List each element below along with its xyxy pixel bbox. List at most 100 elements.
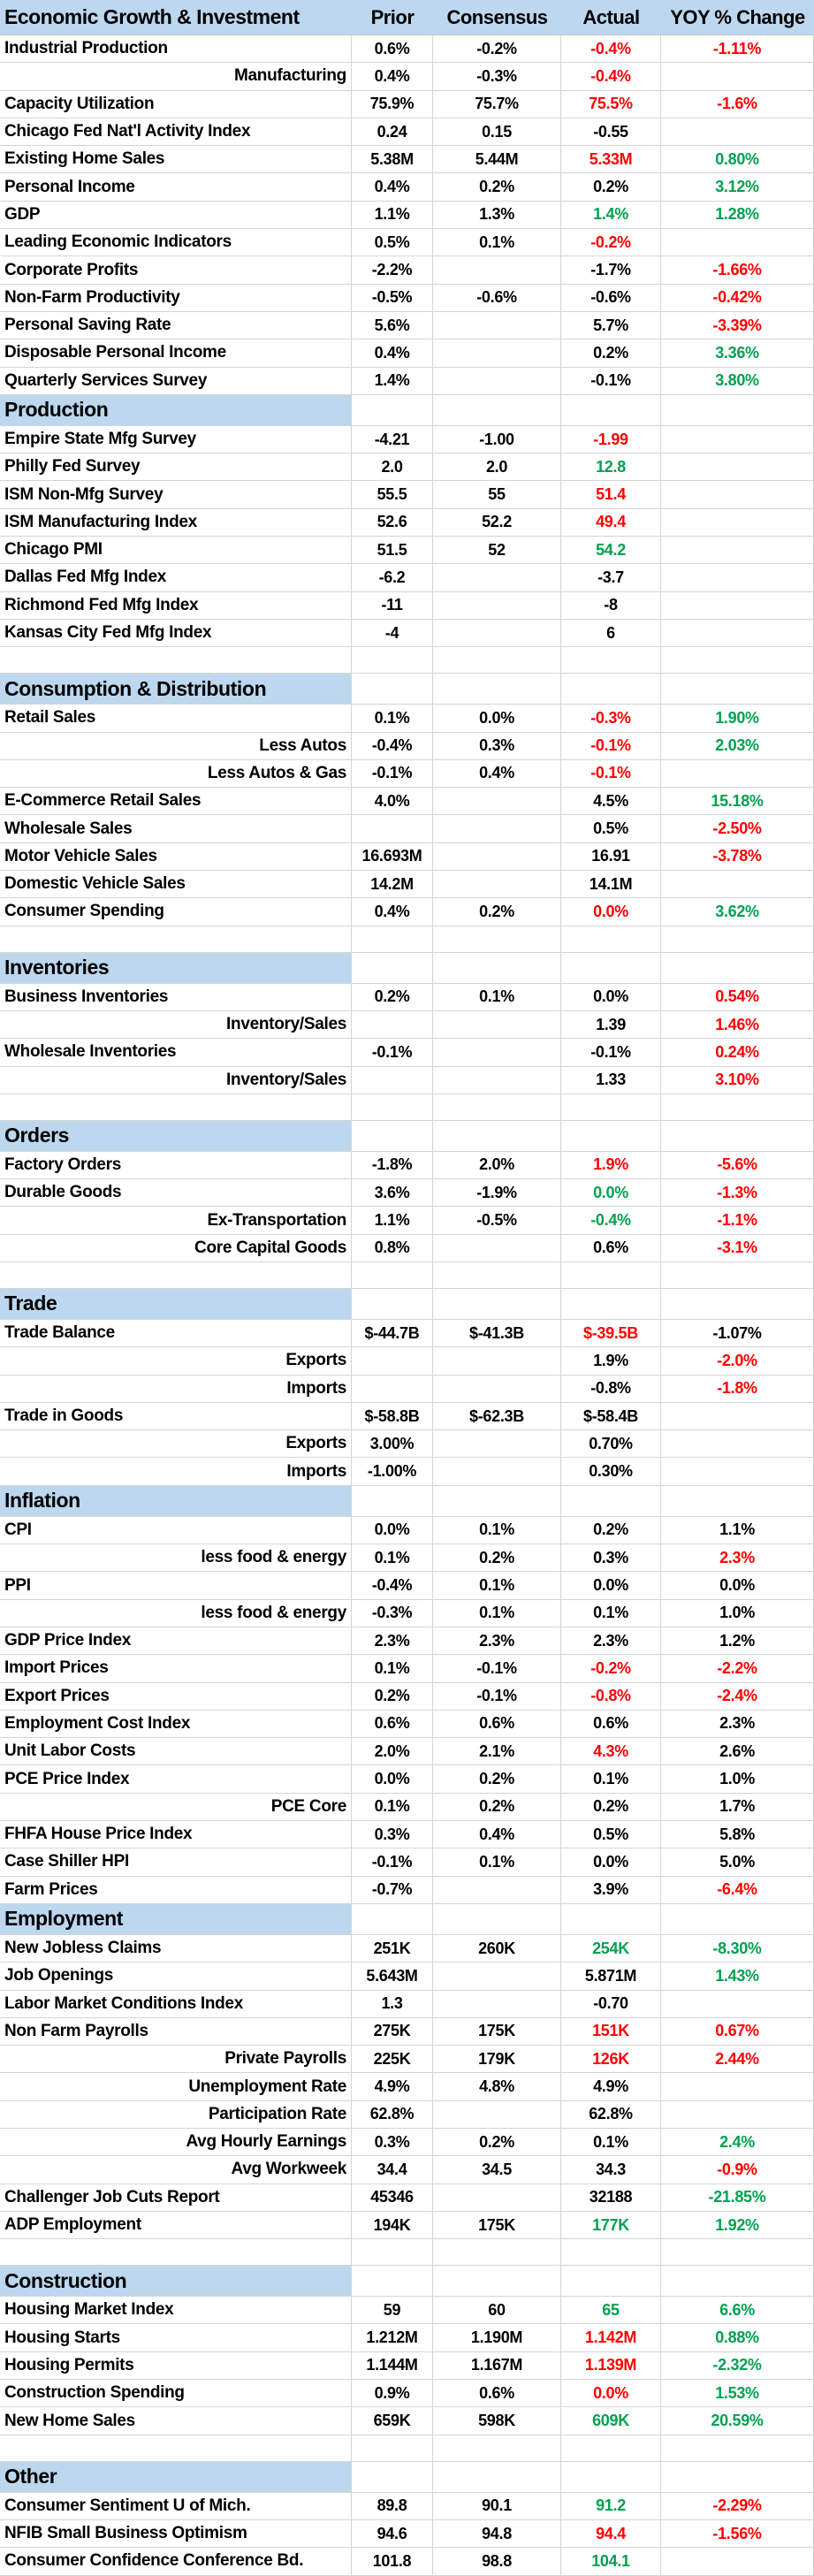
section-header-row: Employment (0, 1903, 814, 1935)
spacer-row (0, 926, 814, 953)
empty-cell (561, 1120, 661, 1151)
prior-value: 89.8 (352, 2492, 433, 2519)
table-row: Exports 1.9% -2.0% (0, 1347, 814, 1376)
row-label: Inventory/Sales (0, 1010, 352, 1039)
row-label: Empire State Mfg Survey (0, 425, 352, 453)
table-row: Consumer Spending 0.4% 0.2% 0.0% 3.62% (0, 898, 814, 926)
table-row: Inventory/Sales 1.39 1.46% (0, 1010, 814, 1040)
yoy-value (661, 871, 814, 898)
actual-value: 0.2% (561, 173, 661, 201)
actual-value: 4.3% (561, 1738, 661, 1765)
row-label: CPI (0, 1516, 352, 1544)
prior-value: -0.1% (352, 1039, 433, 1066)
prior-value: 0.1% (352, 705, 433, 732)
table-row: Richmond Fed Mfg Index -11 -8 (0, 591, 814, 620)
row-label: Wholesale Inventories (0, 1039, 352, 1066)
spacer-row (0, 647, 814, 674)
row-label: Labor Market Conditions Index (0, 1990, 352, 2017)
empty-cell (561, 1485, 661, 1516)
consensus-value: 55 (433, 481, 561, 508)
empty-cell (661, 647, 814, 674)
actual-value: 0.1% (561, 1765, 661, 1793)
empty-cell (661, 1485, 814, 1516)
section-header-row: Consumption & Distribution (0, 674, 814, 705)
consensus-value: -0.1% (433, 1655, 561, 1682)
empty-cell (433, 674, 561, 705)
actual-value: 177K (561, 2211, 661, 2239)
prior-value (352, 815, 433, 842)
empty-cell (561, 1288, 661, 1319)
row-label: Challenger Job Cuts Report (0, 2184, 352, 2211)
table-row: Export Prices 0.2% -0.1% -0.8% -2.4% (0, 1682, 814, 1711)
consensus-value: $-41.3B (433, 1319, 561, 1347)
consensus-value: 52 (433, 537, 561, 564)
yoy-value: -1.07% (661, 1319, 814, 1347)
section-header-row: Construction (0, 2266, 814, 2298)
prior-value: 0.5% (352, 229, 433, 256)
prior-value: -2.2% (352, 256, 433, 284)
empty-cell (561, 647, 661, 674)
actual-value: 12.8 (561, 453, 661, 481)
prior-value: -0.1% (352, 1848, 433, 1876)
empty-cell (352, 2266, 433, 2297)
prior-value: 59 (352, 2297, 433, 2324)
row-label: Wholesale Sales (0, 815, 352, 842)
empty-cell (433, 952, 561, 983)
consensus-value: 34.5 (433, 2156, 561, 2184)
row-label: Export Prices (0, 1682, 352, 1710)
empty-cell (352, 1261, 433, 1288)
prior-value: 0.4% (352, 339, 433, 367)
empty-cell (352, 926, 433, 952)
table-row: CPI 0.0% 0.1% 0.2% 1.1% (0, 1516, 814, 1545)
empty-cell (352, 674, 433, 705)
actual-value: 1.9% (561, 1347, 661, 1375)
actual-value: 0.2% (561, 1793, 661, 1821)
actual-value: $-39.5B (561, 1319, 661, 1347)
actual-value: -1.99 (561, 425, 661, 453)
table-row: Core Capital Goods 0.8% 0.6% -3.1% (0, 1234, 814, 1262)
consensus-value (433, 1039, 561, 1066)
consensus-value (433, 1990, 561, 2017)
empty-cell (661, 1120, 814, 1151)
prior-value: 3.6% (352, 1179, 433, 1207)
consensus-value: 175K (433, 2211, 561, 2239)
yoy-value: 6.6% (661, 2297, 814, 2324)
table-row: PPI -0.4% 0.1% 0.0% 0.0% (0, 1572, 814, 1600)
yoy-value (661, 1458, 814, 1485)
empty-cell (561, 1261, 661, 1288)
row-label: Less Autos & Gas (0, 759, 352, 788)
table-row: Private Payrolls 225K 179K 126K 2.44% (0, 2046, 814, 2074)
section-title: Inflation (0, 1485, 352, 1516)
empty-cell (0, 2239, 352, 2266)
yoy-value: -1.66% (661, 256, 814, 284)
empty-cell (561, 952, 661, 983)
consensus-value (433, 619, 561, 647)
actual-value: 32188 (561, 2184, 661, 2211)
prior-value: 659K (352, 2407, 433, 2435)
prior-value: 0.3% (352, 1821, 433, 1848)
table-row: Business Inventories 0.2% 0.1% 0.0% 0.54% (0, 983, 814, 1011)
section-header-row: Other (0, 2461, 814, 2493)
empty-cell (561, 394, 661, 425)
table-row: Employment Cost Index 0.6% 0.6% 0.6% 2.3% (0, 1710, 814, 1739)
consensus-value: -1.9% (433, 1179, 561, 1207)
table-row: Non-Farm Productivity -0.5% -0.6% -0.6% -0.4… (0, 284, 814, 312)
row-label: Trade Balance (0, 1319, 352, 1347)
consensus-value: 0.4% (433, 759, 561, 788)
yoy-value: -1.1% (661, 1207, 814, 1234)
table-row: Personal Income 0.4% 0.2% 0.2% 3.12% (0, 173, 814, 202)
section-title: Consumption & Distribution (0, 674, 352, 705)
consensus-value (433, 1010, 561, 1039)
table-row: Domestic Vehicle Sales 14.2M 14.1M (0, 871, 814, 899)
actual-value: 1.142M (561, 2324, 661, 2351)
row-label: Richmond Fed Mfg Index (0, 591, 352, 619)
empty-cell (561, 2461, 661, 2492)
table-row: Non Farm Payrolls 275K 175K 151K 0.67% (0, 2017, 814, 2046)
row-label: GDP (0, 201, 352, 229)
consensus-value: -0.6% (433, 284, 561, 311)
yoy-value: -2.0% (661, 1347, 814, 1375)
actual-value: 5.871M (561, 1962, 661, 1990)
table-row: E-Commerce Retail Sales 4.0% 4.5% 15.18% (0, 788, 814, 816)
table-row: Case Shiller HPI -0.1% 0.1% 0.0% 5.0% (0, 1848, 814, 1877)
